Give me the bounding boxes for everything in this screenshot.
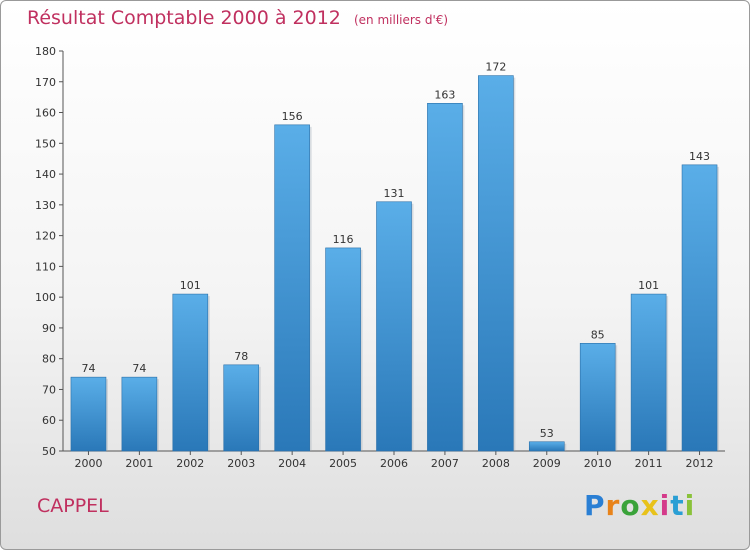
y-tick-label: 170 — [35, 76, 56, 89]
bars — [70, 75, 720, 452]
bar-2011 — [630, 293, 667, 452]
x-tick-label: 2010 — [584, 457, 612, 470]
data-label: 116 — [333, 233, 354, 246]
data-label: 85 — [591, 328, 605, 341]
x-tick-label: 2011 — [635, 457, 663, 470]
y-tick-label: 180 — [35, 45, 56, 58]
x-tick-label: 2008 — [482, 457, 510, 470]
logo-letter: x — [640, 489, 660, 522]
data-label: 172 — [485, 61, 506, 74]
chart-title: Résultat Comptable 2000 à 2012 — [27, 7, 341, 29]
y-tick-label: 90 — [42, 322, 56, 335]
data-label: 131 — [384, 187, 405, 200]
y-tick-label: 140 — [35, 168, 56, 181]
data-label: 156 — [282, 110, 303, 123]
logo-letter: P — [584, 489, 606, 522]
logo-letter: r — [605, 489, 621, 522]
y-tick-label: 150 — [35, 137, 56, 150]
bar-2003 — [223, 364, 260, 452]
logo-letter: o — [620, 489, 641, 522]
y-tick-label: 160 — [35, 107, 56, 120]
data-label: 53 — [540, 427, 554, 440]
y-tick-label: 70 — [42, 383, 56, 396]
x-tick-label: 2006 — [380, 457, 408, 470]
bar-2002 — [172, 293, 209, 452]
x-tick-label: 2005 — [329, 457, 357, 470]
chart-subtitle: (en milliers d'€) — [353, 13, 449, 27]
title-row: Résultat Comptable 2000 à 2012 (en milli… — [27, 7, 448, 29]
place-name: CAPPEL — [37, 495, 109, 517]
logo-letter: i — [684, 489, 696, 522]
data-label: 101 — [180, 279, 201, 292]
y-tick-label: 110 — [35, 260, 56, 273]
y-axis: 50 60 70 80 90 100 110 120 130 140 150 160 170 180 — [35, 45, 64, 458]
bar-2008 — [478, 75, 514, 452]
data-labels: 74 74 101 78 156 116 131 163 172 53 85 101 143 — [81, 61, 710, 440]
x-tick-label: 2007 — [431, 457, 459, 470]
data-label: 163 — [434, 88, 455, 101]
data-label: 74 — [132, 362, 146, 375]
y-tick-label: 50 — [42, 445, 56, 458]
bar-2000 — [70, 376, 107, 452]
bar-2009 — [528, 441, 565, 452]
x-tick-label: 2001 — [125, 457, 153, 470]
proxiti-logo: Proxiti — [584, 489, 695, 522]
logo-letter: t — [670, 489, 685, 522]
y-tick-label: 60 — [42, 414, 56, 427]
x-tick-label: 2000 — [74, 457, 102, 470]
y-tick-label: 100 — [35, 291, 56, 304]
x-tick-label: 2012 — [686, 457, 714, 470]
bar-2006 — [376, 201, 412, 452]
data-label: 74 — [81, 362, 95, 375]
bar-2005 — [325, 247, 361, 452]
y-tick-label: 80 — [42, 353, 56, 366]
logo-letter: i — [659, 489, 671, 522]
bar-2010 — [579, 343, 616, 452]
bar-2001 — [121, 376, 158, 452]
data-label: 101 — [638, 279, 659, 292]
data-label: 143 — [689, 150, 710, 163]
x-tick-label: 2009 — [533, 457, 561, 470]
bar-2012 — [681, 164, 718, 452]
bar-2007 — [427, 103, 463, 452]
y-tick-label: 130 — [35, 199, 56, 212]
x-tick-label: 2004 — [278, 457, 306, 470]
data-label: 78 — [234, 350, 248, 363]
x-axis: 2000 2001 2002 2003 2004 2005 2006 2007 2008 2009… — [63, 450, 725, 470]
bar-2004 — [274, 124, 310, 452]
x-tick-label: 2002 — [176, 457, 204, 470]
x-tick-label: 2003 — [227, 457, 255, 470]
y-tick-label: 120 — [35, 230, 56, 243]
